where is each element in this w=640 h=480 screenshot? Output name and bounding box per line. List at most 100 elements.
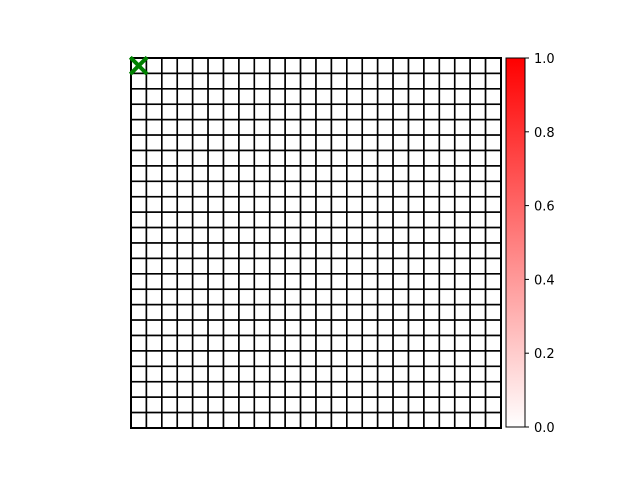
grid-cell — [161, 350, 179, 368]
grid-cell — [392, 211, 410, 229]
grid-cell — [407, 211, 425, 229]
grid-cell — [469, 134, 487, 152]
grid-cell — [253, 118, 271, 136]
grid-cell — [238, 57, 256, 75]
grid-cell — [315, 180, 333, 198]
grid-cell — [145, 334, 163, 352]
grid-cell — [392, 319, 410, 337]
grid-cell — [484, 257, 502, 275]
grid-cell — [207, 319, 225, 337]
grid-cell — [438, 380, 456, 398]
grid-cell — [469, 180, 487, 198]
grid-cell — [284, 118, 302, 136]
grid-cell — [299, 88, 317, 106]
grid-cell — [330, 118, 348, 136]
grid-cell — [484, 211, 502, 229]
grid-cell — [469, 380, 487, 398]
grid-cell — [392, 273, 410, 291]
grid-cell — [284, 57, 302, 75]
grid-cell — [176, 350, 194, 368]
grid-cell — [145, 226, 163, 244]
grid-cell — [315, 72, 333, 90]
grid-cell — [469, 226, 487, 244]
grid-cell — [484, 303, 502, 321]
grid-cell — [423, 303, 441, 321]
grid-cell — [330, 365, 348, 383]
grid-cell — [191, 134, 209, 152]
grid-cell — [407, 195, 425, 213]
grid-cell — [392, 72, 410, 90]
grid-cell — [299, 180, 317, 198]
grid-cell — [253, 273, 271, 291]
grid-cell — [130, 242, 148, 260]
grid-cell — [315, 195, 333, 213]
grid-cell — [453, 257, 471, 275]
grid-cell — [346, 103, 364, 121]
grid-cell — [161, 149, 179, 167]
grid-cell — [238, 134, 256, 152]
grid-cell — [469, 257, 487, 275]
grid-cell — [176, 273, 194, 291]
grid-cell — [361, 226, 379, 244]
grid-cell — [222, 257, 240, 275]
grid-cell — [176, 411, 194, 429]
grid-cell — [438, 396, 456, 414]
grid-cell — [330, 396, 348, 414]
grid-cell — [361, 257, 379, 275]
grid-cell — [284, 242, 302, 260]
grid-cell — [222, 303, 240, 321]
grid-cell — [346, 396, 364, 414]
grid-cell — [438, 273, 456, 291]
grid-cell — [145, 72, 163, 90]
grid-cell — [253, 380, 271, 398]
grid-cell — [176, 149, 194, 167]
grid-cell — [407, 149, 425, 167]
grid-cell — [299, 57, 317, 75]
grid-cell — [392, 57, 410, 75]
grid-cell — [176, 195, 194, 213]
grid-cell — [207, 396, 225, 414]
grid-cell — [315, 149, 333, 167]
grid-cell — [376, 257, 394, 275]
grid-cell — [361, 149, 379, 167]
grid-cell — [130, 88, 148, 106]
grid-cell — [315, 242, 333, 260]
grid-cell — [191, 350, 209, 368]
grid-cell — [407, 334, 425, 352]
grid-cell — [376, 396, 394, 414]
grid-cell — [268, 288, 286, 306]
grid-cell — [423, 134, 441, 152]
grid-cell — [361, 411, 379, 429]
grid-cell — [161, 195, 179, 213]
grid-cell — [315, 350, 333, 368]
grid-cell — [207, 288, 225, 306]
grid-cell — [222, 288, 240, 306]
grid-cell — [423, 365, 441, 383]
grid-cell — [161, 365, 179, 383]
grid-cell — [253, 134, 271, 152]
grid-cell — [469, 118, 487, 136]
grid-cell — [191, 242, 209, 260]
grid-cell — [453, 88, 471, 106]
grid-cell — [207, 211, 225, 229]
grid-cell — [130, 411, 148, 429]
grid-cell — [299, 257, 317, 275]
grid-cell — [238, 273, 256, 291]
grid-cell — [145, 211, 163, 229]
grid-cell — [346, 350, 364, 368]
grid-cell — [423, 165, 441, 183]
grid-cell — [392, 365, 410, 383]
grid-cell — [207, 103, 225, 121]
grid-cell — [438, 350, 456, 368]
grid-cell — [392, 180, 410, 198]
grid-cell — [191, 396, 209, 414]
grid-cell — [346, 242, 364, 260]
grid-cell — [376, 134, 394, 152]
grid-cell — [407, 72, 425, 90]
grid-cell — [407, 103, 425, 121]
x-marker-icon — [128, 55, 149, 76]
grid-cell — [238, 211, 256, 229]
grid-cell — [361, 319, 379, 337]
grid-cell — [438, 411, 456, 429]
grid-cell — [453, 273, 471, 291]
